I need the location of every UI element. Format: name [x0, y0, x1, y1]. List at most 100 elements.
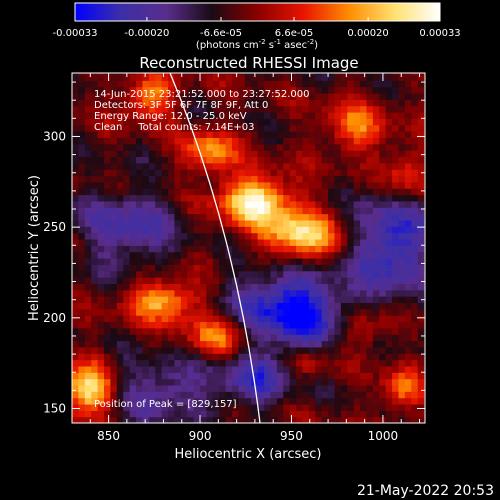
heatmap-cell [264, 156, 272, 164]
heatmap-cell [110, 200, 118, 208]
heatmap-cell [417, 181, 425, 189]
heatmap-cell [289, 175, 297, 183]
heatmap-cell [104, 391, 112, 399]
heatmap-cell [110, 296, 118, 304]
heatmap-cell [270, 86, 278, 94]
heatmap-cell [193, 124, 201, 132]
heatmap-cell [276, 118, 284, 126]
heatmap-cell [251, 270, 259, 278]
heatmap-cell [392, 245, 400, 253]
heatmap-cell [155, 416, 163, 423]
heatmap-cell [372, 410, 380, 418]
heatmap-cell [78, 207, 86, 215]
heatmap-cell [110, 80, 118, 88]
heatmap-cell [123, 137, 131, 145]
heatmap-cell [353, 251, 361, 259]
heatmap-cell [232, 302, 240, 310]
heatmap-cell [334, 213, 342, 221]
heatmap-cell [398, 277, 406, 284]
heatmap-cell [340, 238, 348, 246]
heatmap-cell [404, 131, 412, 138]
heatmap-cell [84, 111, 92, 119]
heatmap-cell [353, 207, 361, 215]
heatmap-cell [168, 162, 176, 170]
heatmap-cell [257, 238, 265, 246]
heatmap-cell [212, 169, 220, 177]
heatmap-cell [372, 327, 380, 335]
heatmap-cell [417, 283, 425, 291]
heatmap-cell [129, 207, 137, 215]
heatmap-cell [315, 365, 323, 373]
heatmap-cell [276, 200, 284, 208]
heatmap-cell [104, 207, 112, 215]
heatmap-cell [296, 219, 304, 227]
heatmap-cell [321, 207, 329, 215]
heatmap-cell [296, 105, 304, 113]
heatmap-cell [289, 226, 297, 234]
heatmap-cell [366, 73, 374, 81]
colorbar-tick-label: 6.6e-05 [275, 28, 313, 39]
heatmap-cell [72, 213, 80, 221]
heatmap-cell [206, 131, 214, 138]
heatmap-cell [187, 397, 195, 405]
heatmap-cell [212, 410, 220, 418]
heatmap-cell [360, 378, 368, 386]
heatmap-cell [379, 207, 387, 215]
heatmap-cell [328, 118, 336, 126]
heatmap-cell [180, 308, 188, 316]
heatmap-cell [251, 111, 259, 119]
heatmap-cell [244, 124, 252, 132]
heatmap-cell [78, 315, 86, 323]
heatmap-cell [244, 353, 252, 361]
heatmap-cell [315, 391, 323, 399]
heatmap-cell [289, 80, 297, 88]
heatmap-cell [244, 302, 252, 310]
heatmap-cell [264, 219, 272, 227]
heatmap-cell [328, 251, 336, 259]
heatmap-cell [193, 277, 201, 284]
heatmap-cell [91, 92, 99, 100]
heatmap-cell [334, 334, 342, 342]
heatmap-cell [212, 213, 220, 221]
heatmap-cell [296, 270, 304, 278]
heatmap-cell [136, 302, 144, 310]
heatmap-cell [180, 124, 188, 132]
heatmap-cell [257, 321, 265, 329]
heatmap-cell [161, 251, 169, 259]
heatmap-cell [347, 175, 355, 183]
heatmap-cell [168, 378, 176, 386]
y-axis-label: Heliocentric Y (arcsec) [27, 175, 42, 321]
heatmap-cell [206, 207, 214, 215]
heatmap-cell [180, 156, 188, 164]
heatmap-cell [385, 118, 393, 126]
heatmap-cell [404, 283, 412, 291]
heatmap-cell [97, 124, 105, 132]
heatmap-cell [97, 397, 105, 405]
heatmap-cell [174, 118, 182, 126]
heatmap-cell [404, 378, 412, 386]
heatmap-cell [417, 365, 425, 373]
heatmap-cell [296, 99, 304, 107]
heatmap-cell [334, 327, 342, 335]
heatmap-cell [385, 194, 393, 202]
heatmap-cell [411, 111, 419, 119]
heatmap-cell [404, 365, 412, 373]
heatmap-cell [308, 92, 316, 100]
heatmap-cell [276, 264, 284, 272]
heatmap-cell [244, 372, 252, 380]
heatmap-cell [411, 365, 419, 373]
heatmap-cell [392, 346, 400, 354]
heatmap-cell [187, 296, 195, 304]
heatmap-cell [232, 403, 240, 411]
heatmap-cell [385, 137, 393, 145]
heatmap-cell [276, 169, 284, 177]
heatmap-cell [187, 143, 195, 151]
heatmap-cell [72, 334, 80, 342]
heatmap-cell [372, 321, 380, 329]
heatmap-cell [251, 302, 259, 310]
heatmap-cell [398, 150, 406, 158]
heatmap-cell [97, 92, 105, 100]
heatmap-cell [129, 410, 137, 418]
heatmap-cell [315, 327, 323, 335]
heatmap-cell [84, 213, 92, 221]
